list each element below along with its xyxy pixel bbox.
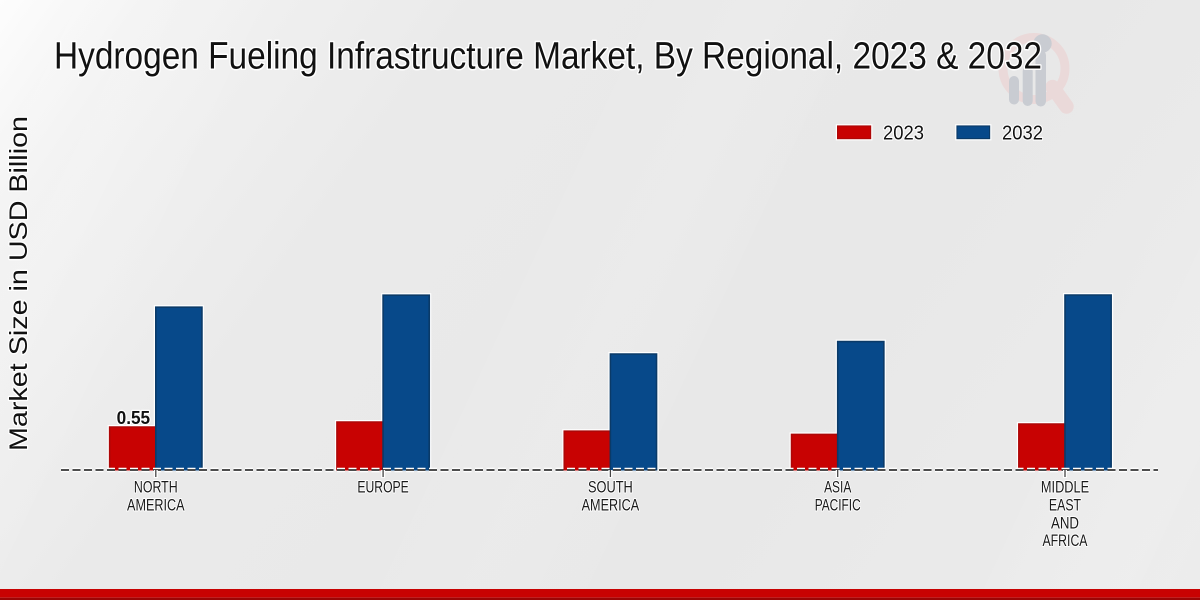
- svg-text:0.55: 0.55: [117, 408, 151, 428]
- svg-text:MIDDLE: MIDDLE: [1041, 479, 1089, 497]
- svg-text:AMERICA: AMERICA: [127, 496, 185, 514]
- svg-text:2023: 2023: [883, 123, 924, 145]
- svg-text:AMERICA: AMERICA: [582, 496, 640, 514]
- svg-text:2032: 2032: [1002, 123, 1043, 145]
- svg-text:EUROPE: EUROPE: [357, 479, 408, 497]
- svg-text:AND: AND: [1051, 514, 1079, 532]
- svg-text:Hydrogen Fueling Infrastructur: Hydrogen Fueling Infrastructure Market, …: [54, 36, 1042, 78]
- svg-text:EAST: EAST: [1049, 496, 1081, 514]
- svg-text:AFRICA: AFRICA: [1043, 532, 1088, 550]
- svg-text:PACIFIC: PACIFIC: [815, 496, 861, 514]
- svg-text:SOUTH: SOUTH: [588, 479, 633, 497]
- svg-text:Market Size in USD Billion: Market Size in USD Billion: [5, 116, 33, 451]
- svg-text:ASIA: ASIA: [824, 479, 851, 497]
- svg-text:NORTH: NORTH: [134, 479, 178, 497]
